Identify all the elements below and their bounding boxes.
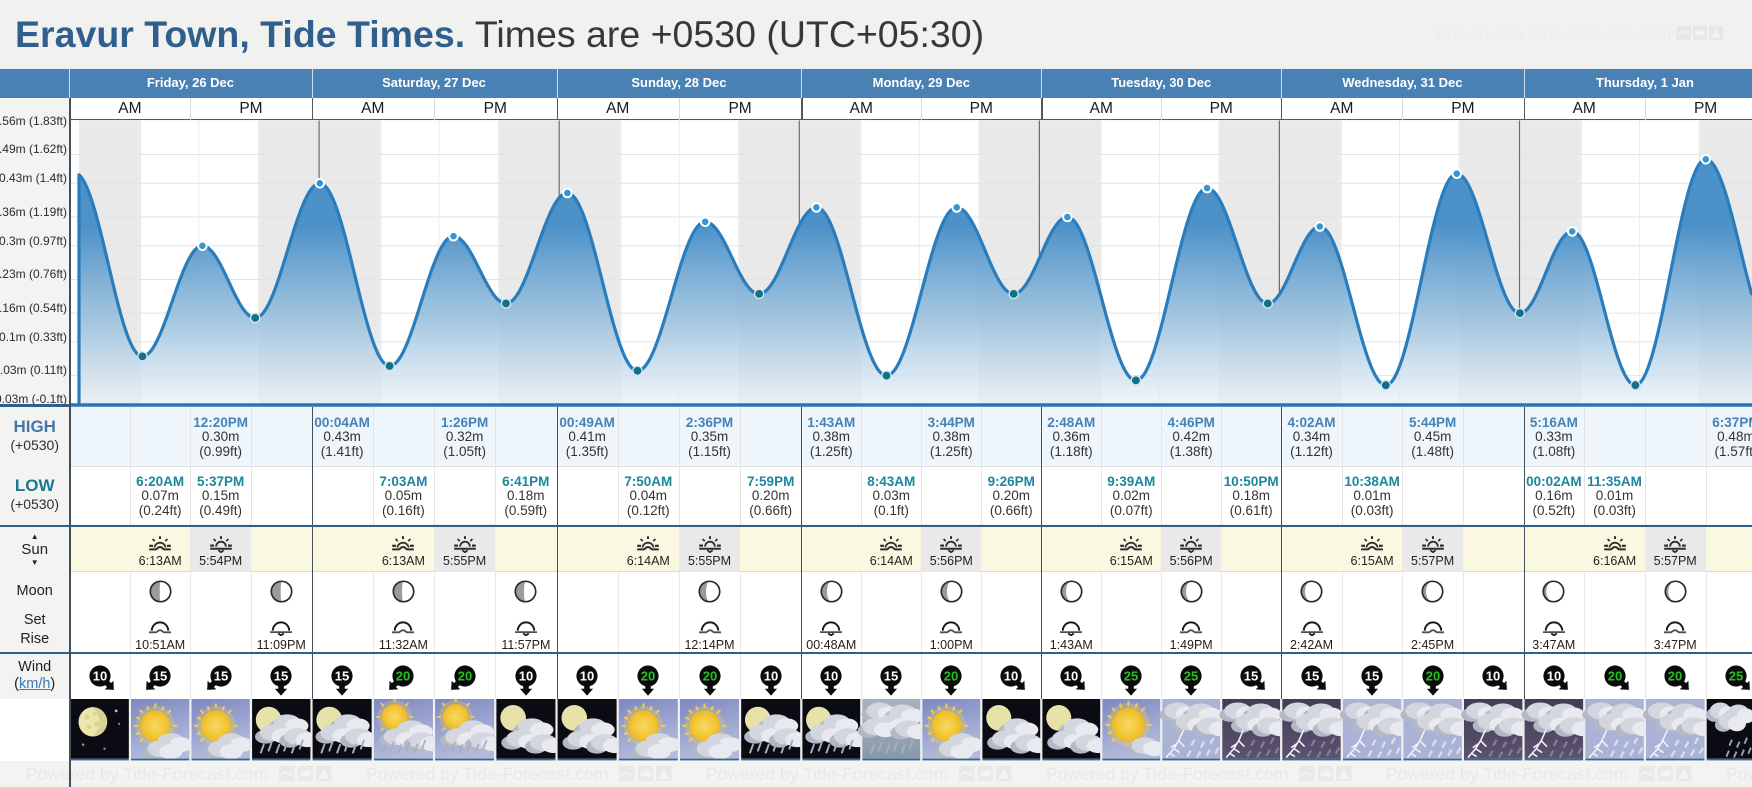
- svg-text:15: 15: [884, 668, 898, 683]
- svg-text:10: 10: [92, 668, 106, 683]
- svg-text:15: 15: [274, 668, 288, 683]
- svg-text:10: 10: [1064, 668, 1078, 683]
- svg-text:15: 15: [153, 668, 167, 683]
- svg-text:15: 15: [1244, 668, 1258, 683]
- svg-text:10: 10: [763, 668, 777, 683]
- svg-text:25: 25: [1124, 668, 1138, 683]
- svg-text:15: 15: [1365, 668, 1379, 683]
- svg-text:15: 15: [335, 668, 349, 683]
- svg-text:20: 20: [944, 668, 958, 683]
- svg-text:20: 20: [1607, 668, 1621, 683]
- svg-text:10: 10: [580, 668, 594, 683]
- svg-text:25: 25: [1729, 668, 1743, 683]
- svg-text:20: 20: [641, 668, 655, 683]
- svg-text:10: 10: [1547, 668, 1561, 683]
- svg-text:20: 20: [457, 668, 471, 683]
- svg-text:20: 20: [1425, 668, 1439, 683]
- svg-text:10: 10: [824, 668, 838, 683]
- svg-text:10: 10: [1004, 668, 1018, 683]
- svg-text:15: 15: [213, 668, 227, 683]
- svg-text:15: 15: [1304, 668, 1318, 683]
- svg-text:10: 10: [1486, 668, 1500, 683]
- svg-text:10: 10: [519, 668, 533, 683]
- svg-text:20: 20: [396, 668, 410, 683]
- svg-text:20: 20: [1668, 668, 1682, 683]
- svg-text:25: 25: [1184, 668, 1198, 683]
- svg-text:20: 20: [702, 668, 716, 683]
